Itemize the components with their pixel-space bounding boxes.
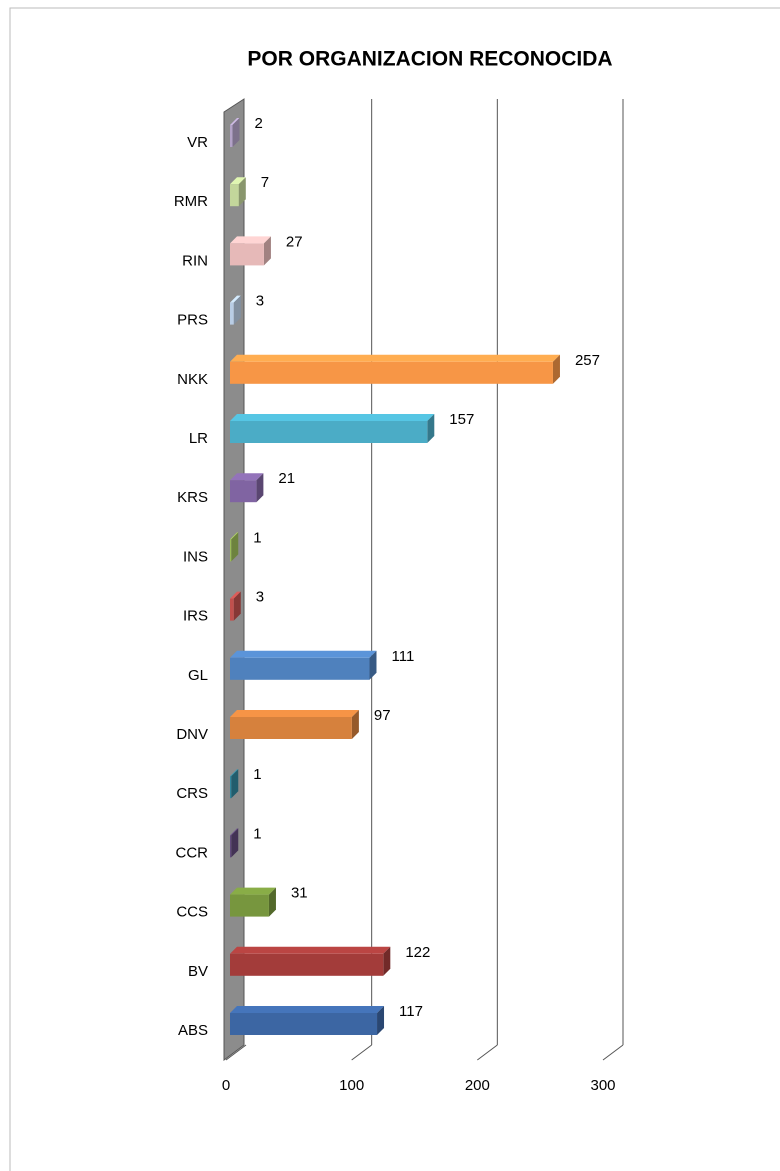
bar-top xyxy=(230,946,391,954)
y-tick-label: RMR xyxy=(174,193,208,210)
bar-side xyxy=(231,828,239,858)
bar-side xyxy=(233,295,241,325)
y-tick-label: KRS xyxy=(177,489,208,506)
x-tick-label: 0 xyxy=(222,1077,230,1094)
bar xyxy=(230,835,232,858)
bar-side xyxy=(256,473,264,503)
data-label: 157 xyxy=(449,411,474,428)
bar xyxy=(230,421,428,443)
y-tick-label: IRS xyxy=(183,608,208,625)
y-tick-label: CCS xyxy=(176,904,208,921)
y-tick-label: LR xyxy=(189,430,208,447)
y-tick-label: DNV xyxy=(176,726,208,743)
bar-side xyxy=(369,650,377,680)
bar-side xyxy=(427,414,435,443)
chart-title: POR ORGANIZACION RECONOCIDA xyxy=(247,48,612,71)
y-tick-label: BV xyxy=(188,963,208,980)
data-label: 111 xyxy=(391,648,414,665)
y-tick-label: CRS xyxy=(176,785,208,802)
data-label: 1 xyxy=(253,825,261,842)
y-tick-label: GL xyxy=(188,667,208,684)
bar xyxy=(230,361,553,384)
x-tick-label: 200 xyxy=(465,1077,490,1094)
bar-top xyxy=(230,769,239,777)
bar xyxy=(230,598,234,621)
bar-side xyxy=(383,946,391,976)
y-tick-label: CCR xyxy=(176,844,209,861)
bar xyxy=(230,480,257,503)
bar-side xyxy=(231,532,239,562)
bar-top xyxy=(230,414,435,421)
data-label: 7 xyxy=(261,174,269,191)
data-label: 2 xyxy=(255,115,263,132)
bar xyxy=(230,302,234,325)
y-tick-label: INS xyxy=(183,548,208,565)
bar xyxy=(230,125,233,147)
bar-side xyxy=(268,887,276,917)
bar-top xyxy=(230,236,271,244)
bar xyxy=(230,894,269,917)
y-tick-label: NKK xyxy=(177,371,208,388)
bar xyxy=(230,1013,378,1035)
data-label: 31 xyxy=(291,885,308,902)
grid-line xyxy=(351,1044,372,1061)
bar-top xyxy=(230,710,359,717)
bar-side xyxy=(233,591,241,621)
grid-line xyxy=(225,1044,247,1061)
data-label: 1 xyxy=(253,766,261,783)
y-tick-label: VR xyxy=(187,134,208,151)
data-label: 3 xyxy=(256,589,264,606)
bar-side xyxy=(263,236,271,266)
bar-top xyxy=(230,177,246,185)
bar-side xyxy=(552,354,560,384)
bar-top xyxy=(230,118,240,125)
data-label: 257 xyxy=(575,352,600,369)
side-wall xyxy=(223,98,245,1061)
bar-top xyxy=(230,295,241,303)
bar xyxy=(230,717,352,739)
grid-line xyxy=(602,1044,624,1061)
y-tick-label: PRS xyxy=(177,312,208,329)
grid-line xyxy=(477,1044,498,1061)
bar-top xyxy=(230,650,377,658)
data-label: 97 xyxy=(374,707,391,724)
bar-side xyxy=(238,177,246,207)
bar-top xyxy=(230,591,241,599)
chart-frame xyxy=(9,7,780,1171)
data-label: 27 xyxy=(286,233,303,250)
x-tick-label: 300 xyxy=(590,1077,615,1094)
data-label: 3 xyxy=(256,293,264,310)
bar xyxy=(230,776,232,799)
bar xyxy=(230,184,239,207)
bar-side xyxy=(377,1006,385,1035)
bar-side xyxy=(232,118,240,147)
bar-side xyxy=(231,769,239,799)
bar-side xyxy=(351,710,359,739)
bar xyxy=(230,539,232,562)
data-label: 1 xyxy=(253,529,261,546)
bar xyxy=(230,243,264,266)
x-tick-label: 100 xyxy=(339,1077,364,1094)
bar-top xyxy=(230,473,264,481)
bar-top xyxy=(230,887,276,895)
bar-top xyxy=(230,354,560,362)
bar xyxy=(230,657,370,680)
y-tick-label: RIN xyxy=(182,252,208,269)
data-label: 117 xyxy=(399,1003,423,1020)
bar-top xyxy=(230,828,239,836)
bar xyxy=(230,953,384,976)
data-label: 21 xyxy=(278,470,295,487)
bar-top xyxy=(230,532,239,540)
y-tick-label: ABS xyxy=(178,1022,208,1039)
bar-top xyxy=(230,1006,385,1013)
data-label: 122 xyxy=(405,944,430,961)
